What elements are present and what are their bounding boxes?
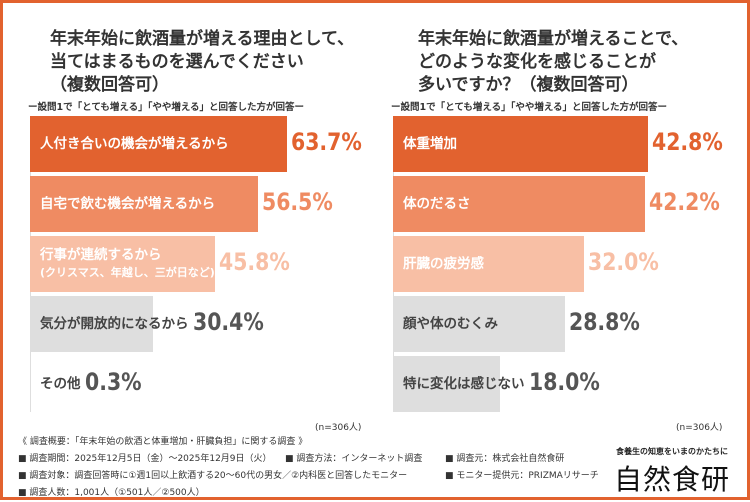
category-note: (クリスマス、年越し、三が日など) [40,266,215,279]
chart-subtitle: ー設問1で「とても増える」「やや増える」と回答した方が回答ー [391,102,668,113]
survey-period: ■ 調査期間：2025年12月5日（金）～2025年12月9日（火） [18,454,272,464]
sample-size: (n=306人) [315,423,362,433]
bar-label: 特に変化は感じない [403,376,525,393]
bar-label: 体重増加 [403,136,457,153]
value-label: 45.8% [218,248,290,276]
bar [393,116,649,172]
value-label: 63.7% [290,128,362,156]
bar [30,356,32,412]
category-label: その他 [40,375,81,392]
category-label: 体のだるさ [403,195,471,212]
bar [30,236,215,292]
value-label: 18.0% [528,368,600,396]
category-label: 人付き合いの機会が増えるから [40,135,229,152]
bar [393,296,565,352]
bar-label: 行事が連続するから (クリスマス、年越し、三が日など) [40,247,215,281]
bar-label: 顔や体のむくみ [403,316,498,333]
survey-method: ■ 調査方法：インターネット調査 [285,454,423,464]
sample-size: (n=306人) [676,423,723,433]
bar [393,356,501,412]
chart-title: 年末年始に飲酒量が増える理由として、 当てはまるものを選んでください （複数回答… [50,29,355,95]
value-label: 32.0% [587,248,659,276]
chart-subtitle: ー設問1で「とても増える」「やや増える」と回答した方が回答ー [28,102,305,113]
bar [30,176,258,232]
bar-label: 自宅で飲む機会が増えるから [40,196,215,213]
bar-label: 体のだるさ [403,196,471,213]
category-label: 気分が開放的になるから [40,315,189,332]
bar [30,116,287,172]
monitor-provider: ■ モニター提供元：PRIZMAリサーチ [445,471,599,481]
bar-label: 肝臓の疲労感 [403,256,484,273]
bar [393,236,584,292]
value-label: 42.2% [648,188,720,216]
logo-tagline: 食養生の知恵をいまのかたちに [616,447,728,456]
category-label: 体重増加 [403,135,457,152]
category-label: 自宅で飲む機会が増えるから [40,195,216,212]
category-label: 肝臓の疲労感 [403,255,484,272]
bar [30,296,153,352]
survey-overview: 《 調査概要：「年末年始の飲酒と体重増加・肝臓負担」に関する調査 》 [18,437,308,447]
chart-title: 年末年始に飲酒量が増えることで、 どのような変化を感じることが 多いですか？（複… [418,29,689,95]
bar [393,176,645,232]
value-label: 28.8% [568,308,640,336]
value-label: 56.5% [261,188,333,216]
bar-label: 気分が開放的になるから [40,316,189,333]
value-label: 30.4% [192,308,264,336]
logo: 自然食研 [613,463,730,496]
value-label: 0.3% [84,368,142,396]
survey-target: ■ 調査対象：調査回答時に①週1回以上飲酒する20～60代の男女／②内科医と回答… [18,471,408,481]
bar-label: 人付き合いの機会が増えるから [40,136,229,153]
survey-source: ■ 調査元：株式会社自然食研 [445,454,565,464]
value-label: 42.8% [652,128,723,156]
category-label: 行事が連続するから [40,247,162,263]
bar-label: その他 [40,376,81,393]
survey-count: ■ 調査人数：1,001人（①501人／②500人） [18,488,205,498]
category-label: 顔や体のむくみ [403,315,499,332]
category-label: 特に変化は感じない [403,375,525,392]
